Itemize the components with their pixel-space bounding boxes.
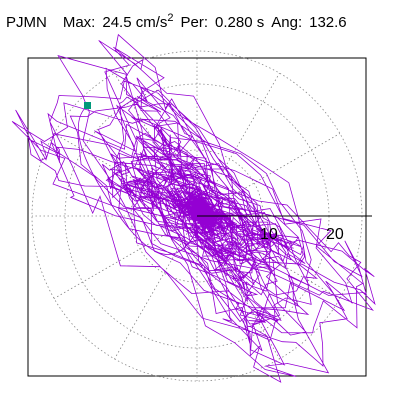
motion-trace-lead-in [77, 105, 200, 255]
ang-label: Ang: [271, 14, 303, 31]
max-value: 24.5 cm/s [102, 14, 168, 31]
max-label: Max: [62, 14, 96, 31]
grid-spoke-30 [196, 133, 341, 217]
motion-trace [11, 33, 376, 383]
grid-spoke-120 [114, 72, 198, 217]
per-label: Per: [180, 14, 209, 31]
ang-value: 132.6 [309, 14, 347, 31]
grid-spoke-330 [196, 215, 341, 299]
grid-spoke-150 [53, 133, 198, 217]
grid-spoke-240 [114, 215, 198, 360]
motion-trace-path [11, 33, 376, 383]
trace-start-marker [84, 102, 91, 109]
max-exponent: 2 [167, 12, 174, 24]
radial-tick-labels: 10 20 [260, 226, 344, 243]
station-code: PJMN [6, 14, 47, 31]
grid-spoke-60 [196, 72, 280, 217]
plot-header: PJMN Max: 24.5 cm/s2 Per: 0.280 s Ang: 132.6 [6, 12, 347, 32]
radial-tick-label-20: 20 [326, 226, 344, 243]
per-value: 0.280 s [215, 14, 265, 31]
radial-tick-label-10: 10 [260, 226, 278, 243]
grid-spoke-210 [53, 215, 198, 299]
